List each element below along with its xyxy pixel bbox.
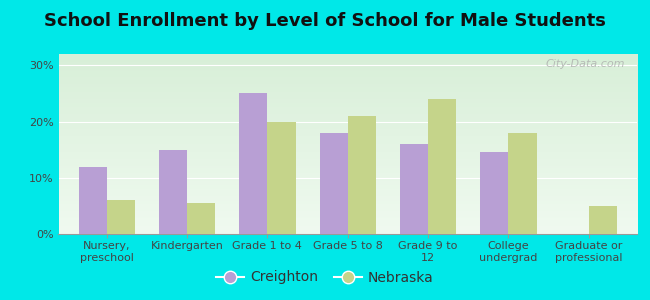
Bar (79, 167, 107, 234)
Bar (239, 93, 267, 234)
Bar (107, 200, 135, 234)
Bar (159, 150, 187, 234)
Legend: Creighton, Nebraska: Creighton, Nebraska (211, 265, 439, 290)
Bar (400, 144, 428, 234)
Text: School Enrollment by Level of School for Male Students: School Enrollment by Level of School for… (44, 12, 606, 30)
Text: City-Data.com: City-Data.com (546, 59, 625, 69)
Bar (187, 203, 215, 234)
Bar (589, 206, 617, 234)
Bar (320, 133, 348, 234)
Bar (267, 122, 296, 234)
Bar (428, 99, 456, 234)
Bar (508, 133, 536, 234)
Bar (348, 116, 376, 234)
Bar (480, 152, 508, 234)
